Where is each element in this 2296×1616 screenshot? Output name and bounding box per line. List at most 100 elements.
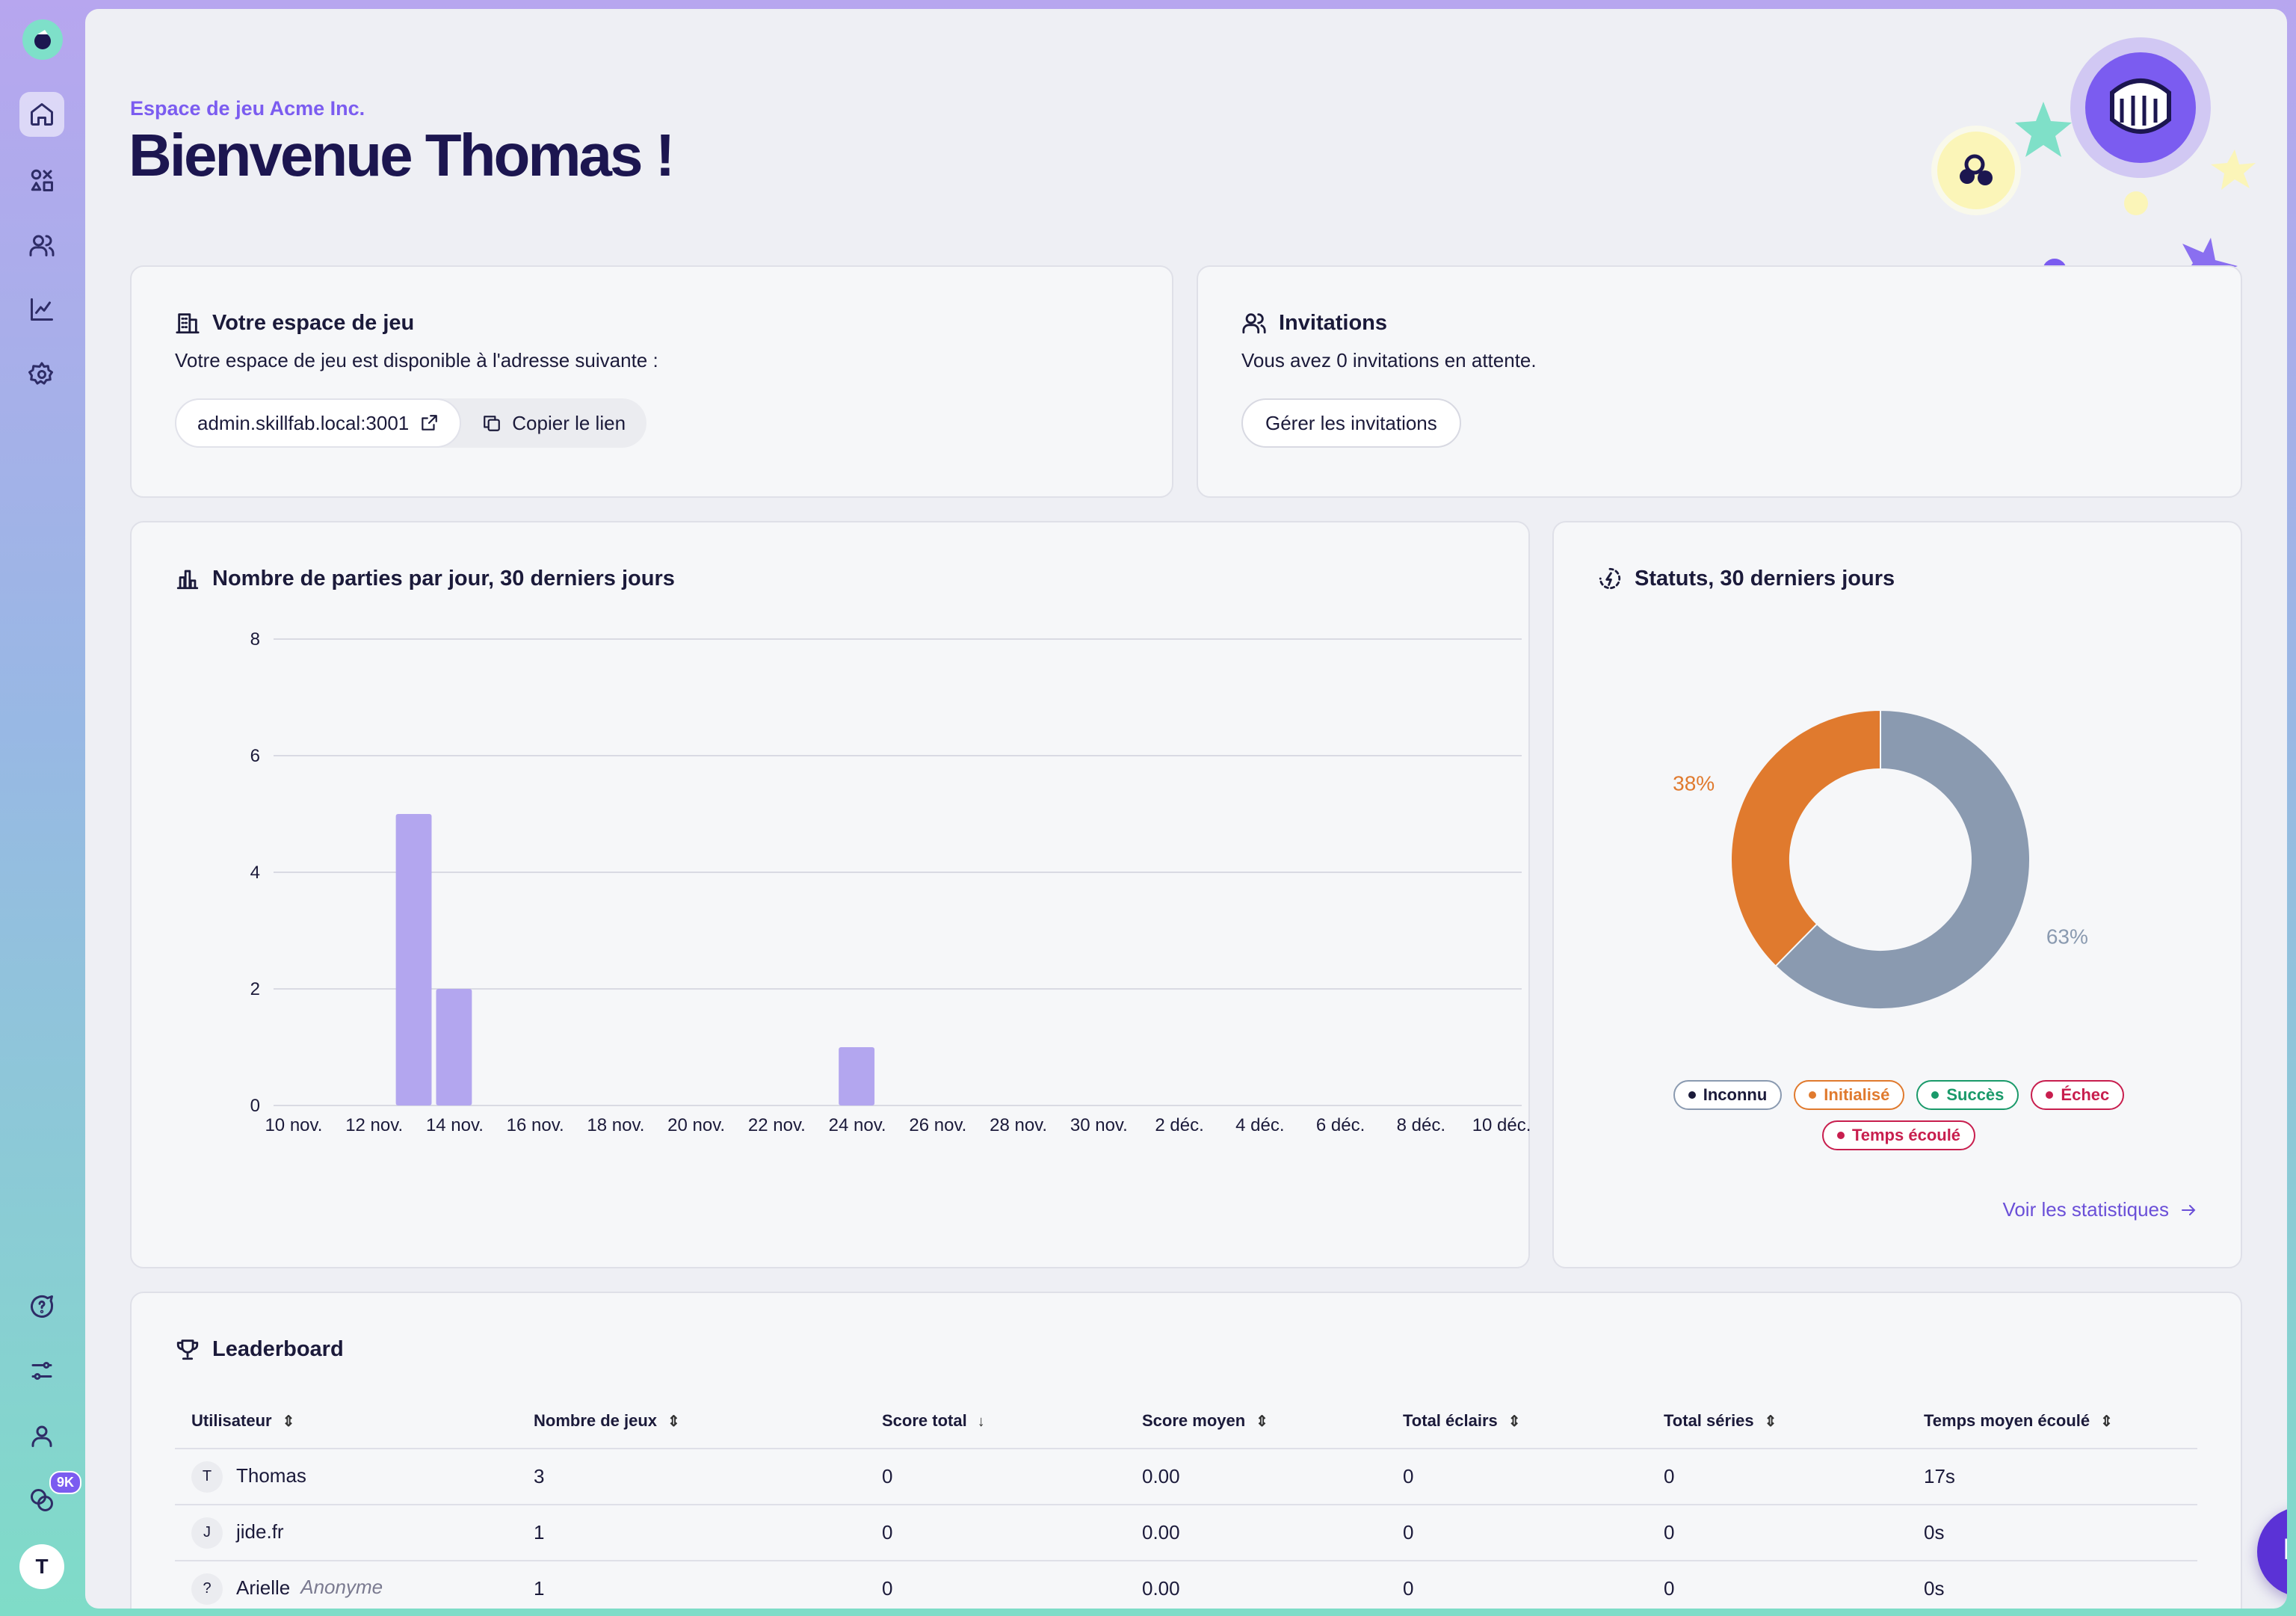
nav-games[interactable] [19,158,64,203]
building-icon [176,313,200,334]
cell-avg-time: 0s [1907,1561,2197,1609]
copy-link-button[interactable]: Copier le lien [461,398,646,448]
cell-games: 3 [517,1449,865,1505]
nav-statistics[interactable] [19,287,64,332]
cell-avg-time: 17s [1907,1449,2197,1505]
cell-user: T Thomas [175,1449,517,1505]
status-chart-title: Statuts, 30 derniers jours [1635,566,1895,590]
users-icon [1242,313,1266,334]
user-initial: ? [191,1573,223,1605]
x-tick-label: 2 déc. [1155,1115,1203,1135]
sort-icon: ⇕ [1764,1413,1777,1430]
leaderboard-card: Leaderboard Utilisateur ⇕ Nombre de jeux ⇕… [130,1292,2242,1609]
leaderboard-header-row: Utilisateur ⇕ Nombre de jeux ⇕ Score total… [175,1393,2197,1449]
games-chart-title: Nombre de parties par jour, 30 derniers … [212,566,675,590]
coins-badge: 9K [49,1471,82,1494]
chat-button[interactable] [2257,1507,2287,1597]
cell-total-score: 0 [865,1505,1126,1561]
shapes-icon [31,169,53,191]
nav-settings[interactable] [19,352,64,397]
x-tick-label: 22 nov. [748,1115,806,1135]
legend-dot [1809,1091,1817,1099]
y-tick-label: 0 [250,1096,260,1116]
table-row[interactable]: ? Arielle Anonyme 1 0 0.00 0 0 0s [175,1561,2197,1609]
app-logo[interactable] [22,19,63,60]
main-panel: Espace de jeu Acme Inc. Bienvenue Thomas… [85,9,2287,1609]
view-statistics-link[interactable]: Voir les statistiques [2002,1198,2197,1221]
x-tick-label: 24 nov. [829,1115,886,1135]
workspace-url: admin.skillfab.local:3001 [197,411,410,434]
copy-icon [484,416,501,431]
column-games[interactable]: Nombre de jeux ⇕ [517,1393,865,1449]
copy-link-label: Copier le lien [512,411,626,434]
user-name: Arielle [236,1576,291,1599]
legend-item[interactable]: Succès [1916,1080,2019,1110]
cell-avg-score: 0.00 [1126,1505,1386,1561]
pie-slice [1730,709,1881,967]
sort-desc-icon: ↓ [977,1413,985,1430]
workspace-url-link[interactable]: admin.skillfab.local:3001 [175,398,462,448]
games-per-day-card: Nombre de parties par jour, 30 derniers … [130,521,1531,1268]
nav-users[interactable] [19,223,64,268]
invitations-card-title: Invitations [1279,310,1388,335]
invitations-card-header: Invitations [1241,310,1387,336]
sort-icon: ⇕ [2100,1413,2113,1430]
decorative-illustration [1931,37,2256,377]
cell-series: 0 [1647,1449,1907,1505]
nav-preferences[interactable] [19,1348,64,1393]
y-tick-label: 2 [250,979,260,999]
nav-home[interactable] [19,92,64,137]
sidebar: 9K T [0,0,85,1616]
column-series[interactable]: Total séries ⇕ [1647,1393,1907,1449]
legend-label: Inconnu [1703,1085,1768,1104]
column-flash[interactable]: Total éclairs ⇕ [1386,1393,1647,1449]
legend-label: Succès [1946,1085,2005,1104]
y-tick-label: 8 [250,629,260,650]
column-total-score[interactable]: Score total ↓ [865,1393,1126,1449]
y-tick-label: 6 [250,746,260,766]
x-tick-label: 10 déc. [1472,1115,1531,1135]
column-user[interactable]: Utilisateur ⇕ [175,1393,517,1449]
nav-help[interactable] [19,1284,64,1329]
cell-user: ? Arielle Anonyme [175,1561,517,1609]
status-chart-header: Statuts, 30 derniers jours [1597,566,1895,591]
legend-item[interactable]: Échec [2031,1080,2125,1110]
cell-series: 0 [1647,1505,1907,1561]
legend-label: Échec [2061,1085,2110,1104]
page-title: Bienvenue Thomas ! [129,122,675,188]
x-tick-label: 12 nov. [345,1115,403,1135]
slice-label: 38% [1673,772,1715,795]
user-avatar[interactable]: T [19,1544,64,1589]
sort-icon: ⇕ [1507,1413,1521,1430]
leaderboard-title: Leaderboard [212,1336,344,1361]
cell-games: 1 [517,1505,865,1561]
bar [436,989,472,1105]
slice-label: 63% [2046,925,2088,948]
games-bar-chart: 0 2 4 6 8 10 nov. 12 nov. 14 nov. 16 nov. 18 nov.… [250,629,1531,1135]
logo-icon [34,30,51,49]
table-row[interactable]: T Thomas 3 0 0.00 0 0 17s [175,1449,2197,1505]
legend-item[interactable]: Initialisé [1794,1080,1905,1110]
x-tick-label: 26 nov. [909,1115,966,1135]
legend-item[interactable]: Temps écoulé [1821,1120,1976,1150]
bar-chart-icon [176,570,199,590]
status-donut-chart: 63% 38% [1673,709,2088,1010]
x-tick-label: 4 déc. [1235,1115,1284,1135]
user-initial: T [191,1461,223,1493]
external-link-icon [422,415,438,431]
cell-avg-time: 0s [1907,1505,2197,1561]
gear-icon [28,362,53,385]
cell-avg-score: 0.00 [1126,1449,1386,1505]
chat-icon [2285,1538,2287,1567]
status-card: Statuts, 30 derniers jours 63% 38% Inconn… [1552,521,2242,1268]
legend-item[interactable]: Inconnu [1673,1080,1783,1110]
nav-account[interactable] [19,1413,64,1458]
column-avg-score[interactable]: Score moyen ⇕ [1126,1393,1386,1449]
cell-flash: 0 [1386,1449,1647,1505]
workspace-label: Espace de jeu Acme Inc. [130,97,365,120]
column-avg-time[interactable]: Temps moyen écoulé ⇕ [1907,1393,2197,1449]
cell-games: 1 [517,1561,865,1609]
manage-invitations-button[interactable]: Gérer les invitations [1241,398,1461,448]
nav-coins[interactable] [19,1478,64,1523]
